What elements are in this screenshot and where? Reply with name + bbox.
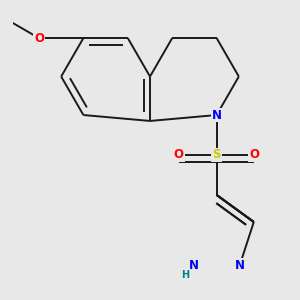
Text: S: S: [212, 148, 221, 161]
Text: H: H: [181, 270, 189, 280]
Text: N: N: [212, 109, 222, 122]
Text: O: O: [249, 148, 260, 161]
Text: O: O: [174, 148, 184, 161]
Text: O: O: [34, 32, 44, 45]
Text: N: N: [235, 259, 244, 272]
Text: N: N: [189, 259, 199, 272]
